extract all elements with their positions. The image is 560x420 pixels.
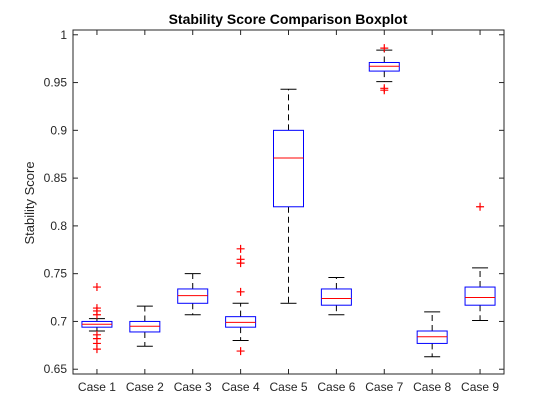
outlier-marker — [236, 255, 245, 264]
y-tick-label: 0.9 — [50, 123, 67, 137]
outlier-marker — [92, 330, 101, 339]
outlier-marker — [236, 244, 245, 253]
plot-area: 0.65 0.7 0.75 0.8 0.85 0.9 0.95 1 Case 1 Case 2 Ca… — [44, 28, 505, 394]
outlier-marker — [92, 304, 101, 313]
y-tick-label: 0.95 — [44, 76, 68, 90]
x-tick-label: Case 5 — [269, 380, 307, 394]
outlier-marker — [380, 44, 389, 53]
box-iqr — [273, 129, 304, 208]
y-tick-label: 1 — [60, 28, 67, 42]
x-tick-label: Case 9 — [461, 380, 499, 394]
x-tick-label: Case 6 — [317, 380, 355, 394]
y-tick-label: 0.65 — [44, 362, 68, 376]
y-tick-label: 0.7 — [50, 314, 67, 328]
x-tick-label: Case 8 — [413, 380, 451, 394]
y-tick-label: 0.75 — [44, 267, 68, 281]
x-tick-label: Case 2 — [126, 380, 164, 394]
y-axis-label: Stability Score — [22, 161, 37, 244]
box-iqr — [320, 288, 352, 306]
outlier-marker — [380, 84, 389, 93]
y-tick-label: 0.8 — [50, 219, 67, 233]
chart-title: Stability Score Comparison Boxplot — [169, 11, 408, 27]
outlier-marker — [476, 202, 485, 211]
outlier-marker — [92, 283, 101, 292]
outlier-marker — [236, 347, 245, 356]
x-tick-label: Case 4 — [222, 380, 260, 394]
x-tick-label: Case 7 — [365, 380, 403, 394]
box-iqr — [464, 286, 496, 306]
x-tick-label: Case 3 — [174, 380, 212, 394]
x-tick-label: Case 1 — [78, 380, 116, 394]
outlier-marker — [236, 287, 245, 296]
y-tick-label: 0.85 — [44, 171, 68, 185]
